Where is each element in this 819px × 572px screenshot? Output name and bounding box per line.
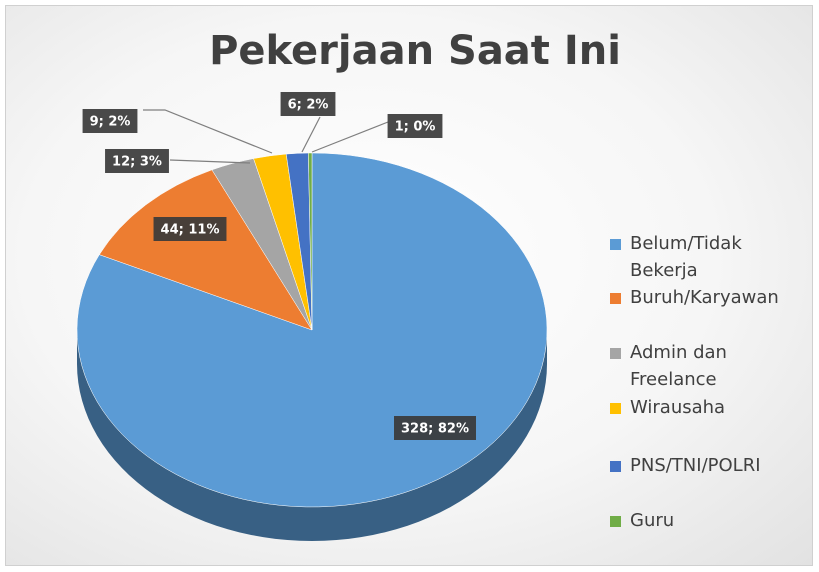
- data-label: 44; 11%: [161, 223, 220, 238]
- data-label-box: [280, 92, 336, 116]
- data-label-box: [387, 114, 443, 138]
- slice: [308, 152, 313, 331]
- slice-side: [77, 330, 547, 541]
- data-label-box: [153, 217, 227, 241]
- data-label: 12; 3%: [112, 155, 162, 170]
- data-label-box: [82, 109, 138, 133]
- legend-swatch: [610, 293, 621, 304]
- data-label-box: [394, 416, 476, 440]
- legend-label: Wirausaha: [630, 397, 726, 418]
- data-label-box: [105, 149, 169, 173]
- legend-swatch: [610, 461, 621, 472]
- legend-swatch: [610, 239, 621, 250]
- legend-swatch: [610, 348, 621, 359]
- data-label: 328; 82%: [401, 422, 469, 437]
- chart-title: Pekerjaan Saat Ini: [209, 28, 621, 74]
- data-label: 1; 0%: [395, 120, 436, 135]
- leader-line: [311, 121, 389, 153]
- data-label: 9; 2%: [90, 115, 131, 130]
- legend-label: Guru: [630, 510, 675, 531]
- legend-swatch: [610, 516, 621, 527]
- leader-line: [301, 116, 321, 153]
- leader-line: [169, 159, 251, 164]
- legend-label: Buruh/Karyawan: [630, 287, 779, 308]
- data-label: 6; 2%: [288, 98, 329, 113]
- legend-label: Admin dan Freelance: [630, 342, 727, 390]
- legend-swatch: [610, 403, 621, 414]
- leader-line: [143, 109, 273, 154]
- legend-label: Belum/Tidak Bekerja: [630, 233, 742, 281]
- legend-label: PNS/TNI/POLRI: [630, 455, 761, 476]
- slice: [98, 169, 313, 331]
